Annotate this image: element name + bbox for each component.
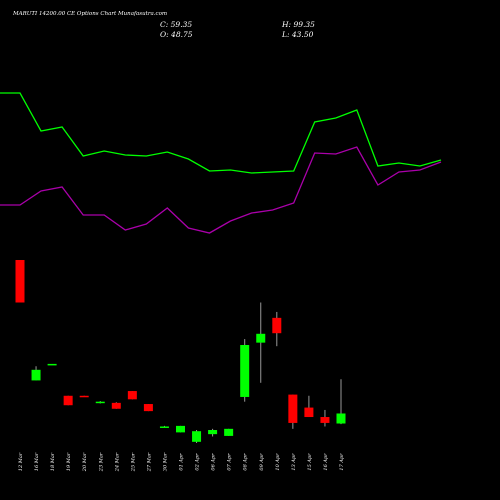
candle-body [159, 426, 169, 428]
x-tick-label: 10 Apr [275, 453, 281, 471]
candle-body [47, 363, 57, 366]
candle-body [256, 333, 266, 343]
candle-body [31, 369, 41, 381]
x-tick-label: 23 Mar [98, 452, 104, 472]
candle-body [304, 407, 314, 418]
candle-body [15, 260, 25, 303]
indicator-lines [0, 92, 442, 234]
candle-body [336, 413, 346, 424]
candle-body [320, 417, 330, 423]
candle-body [63, 395, 73, 406]
x-tick-label: 24 Mar [114, 452, 120, 472]
close-value: C: 59.35 [160, 20, 192, 29]
x-tick-label: 17 Apr [339, 453, 345, 471]
x-tick-label: 19 Mar [66, 452, 72, 471]
x-axis-ticks: 12 Mar 16 Mar 18 Mar 19 Mar 20 Mar 23 Mar 24 M… [18, 452, 345, 472]
x-tick-label: 30 Mar [162, 452, 168, 471]
x-tick-label: 16 Mar [34, 452, 40, 471]
x-tick-label: 27 Mar [146, 452, 152, 472]
x-tick-label: 18 Mar [50, 452, 56, 471]
upper-band-line [0, 92, 442, 174]
open-value: O: 48.75 [160, 30, 193, 39]
x-tick-label: 08 Apr [243, 453, 249, 471]
candle-body [127, 391, 137, 400]
x-tick-label: 01 Apr [179, 453, 185, 471]
x-tick-label: 25 Mar [130, 452, 136, 472]
x-tick-label: 06 Apr [211, 453, 217, 471]
x-tick-label: 16 Apr [323, 453, 329, 471]
candle-body [143, 404, 153, 412]
candles [15, 260, 346, 443]
x-tick-label: 02 Apr [195, 453, 201, 471]
chart-title: MARUTI 14200.00 CE Options Chart Munafas… [12, 11, 167, 17]
candle-body [176, 425, 185, 433]
x-tick-label: 15 Apr [307, 453, 313, 471]
candle-body [111, 402, 121, 409]
x-tick-label: 20 Mar [82, 452, 88, 472]
candle-body [208, 430, 218, 435]
candle-body [224, 428, 234, 436]
candle-body [79, 395, 89, 398]
candle-body [272, 317, 282, 334]
lower-band-line [0, 146, 442, 234]
x-tick-label: 09 Apr [259, 453, 265, 471]
low-value: L: 43.50 [281, 30, 314, 39]
x-tick-label: 07 Apr [227, 453, 233, 471]
candle-body [192, 431, 202, 442]
high-value: H: 99.35 [281, 20, 315, 29]
candle-body [95, 401, 105, 404]
candle-body [240, 345, 250, 397]
x-tick-label: 12 Mar [18, 452, 24, 471]
x-tick-label: 13 Apr [291, 453, 297, 471]
candle-body [288, 394, 298, 423]
